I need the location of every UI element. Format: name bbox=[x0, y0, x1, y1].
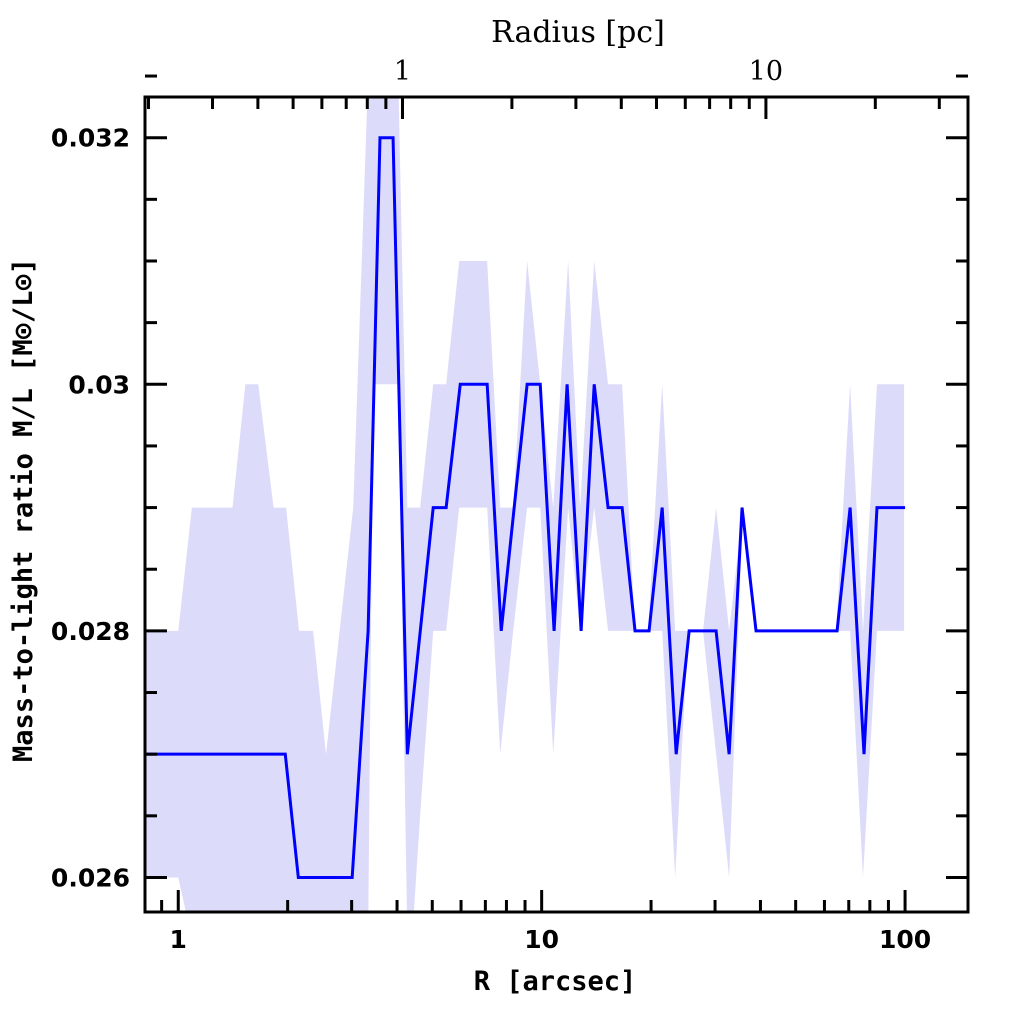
x-tick-label: 1 bbox=[170, 925, 187, 954]
top-axis-title: Radius [pc] bbox=[491, 15, 665, 50]
y-axis-title: Mass-to-light ratio M/L [M⊙/L⊙] bbox=[8, 258, 39, 762]
y-tick-label: 0.026 bbox=[51, 863, 130, 892]
x-tick-label: 100 bbox=[879, 925, 931, 954]
y-tick-label: 0.03 bbox=[68, 370, 130, 399]
y-tick-label: 0.032 bbox=[51, 124, 130, 153]
x-axis-title: R [arcsec] bbox=[474, 966, 637, 997]
plot-frame bbox=[143, 95, 970, 914]
uncertainty-band bbox=[145, 97, 905, 912]
top-tick-label: 1 bbox=[394, 56, 411, 87]
top-tick-label: 10 bbox=[749, 56, 783, 87]
y-tick-label: 0.028 bbox=[51, 617, 130, 646]
x-tick-label: 10 bbox=[524, 925, 559, 954]
